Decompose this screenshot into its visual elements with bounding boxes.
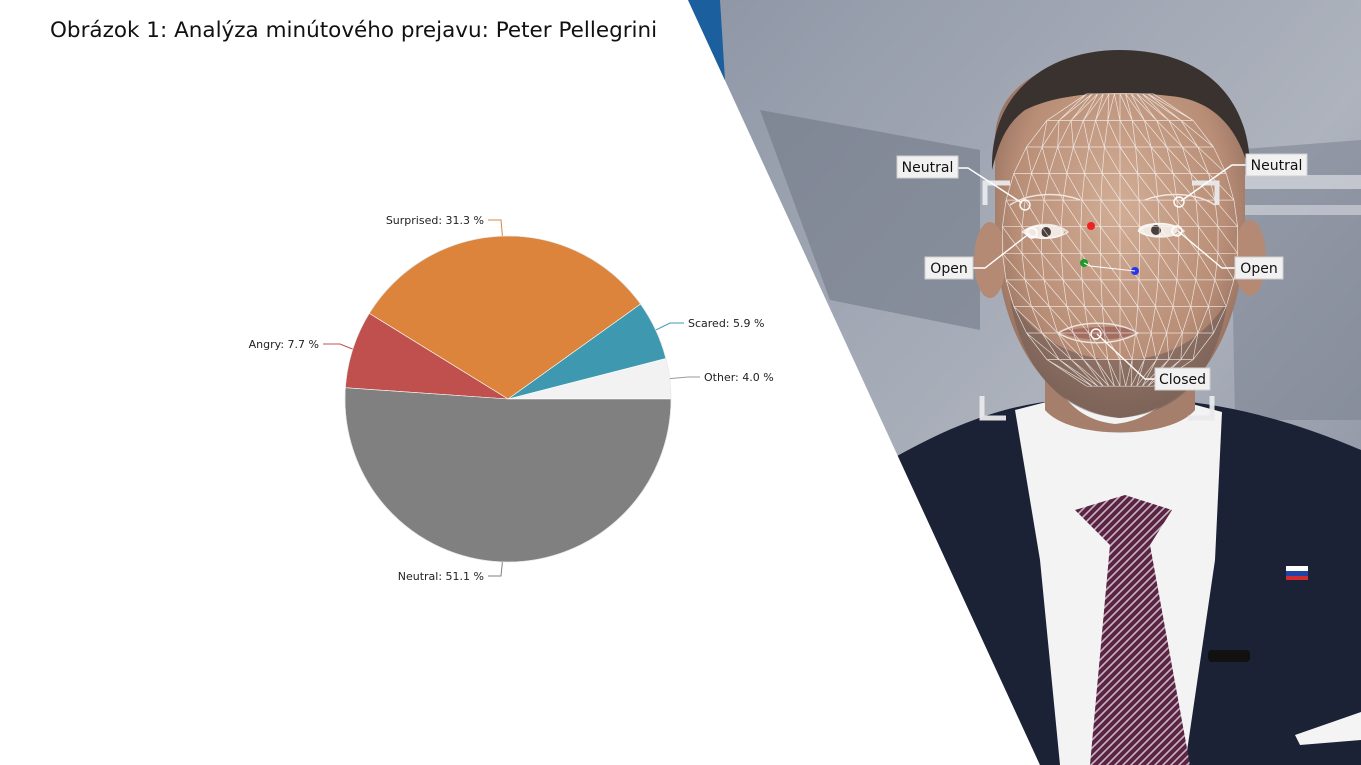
- face-tag-mouth-text: Closed: [1159, 372, 1206, 388]
- pie-leader-surprised: [488, 219, 503, 237]
- pie-label-surprised: Surprised: 31.3 %: [386, 214, 484, 227]
- left-ear: [974, 222, 1006, 298]
- blue-banner: [688, 0, 725, 80]
- pie-label-other: Other: 4.0 %: [704, 371, 774, 384]
- figure-caption: Obrázok 1: Analýza minútového prejavu: P…: [50, 18, 658, 43]
- face-mesh-contour: [1009, 193, 1081, 206]
- target-mouth: [1090, 328, 1102, 340]
- callout-right-brow: [1180, 164, 1248, 202]
- pie-leader-neutral: [488, 561, 503, 577]
- pie-leader-angry: [323, 343, 353, 350]
- flag-pin-blue: [1286, 571, 1308, 576]
- face-mesh-contour: [1057, 322, 1140, 344]
- pie-label-angry: Angry: 7.7 %: [249, 338, 319, 351]
- face-tag-right-eye-text: Open: [1240, 261, 1277, 277]
- pie-outline: [344, 235, 672, 563]
- frame-corner-br: [1188, 396, 1215, 421]
- callout-left-brow: [955, 167, 1023, 204]
- face-tag-right-eye: Open: [1234, 256, 1284, 280]
- face-mesh-contour: [1137, 222, 1186, 238]
- right-pupil: [1151, 225, 1161, 235]
- tag-callouts: [955, 164, 1248, 380]
- frame-corner-tl: [982, 180, 1010, 205]
- hair: [991, 50, 1251, 175]
- face-tag-mouth: Closed: [1154, 367, 1211, 391]
- face-tag-left-brow-text: Neutral: [902, 160, 954, 176]
- target-right-brow: [1173, 196, 1185, 208]
- pie-label-neutral: Neutral: 51.1 %: [398, 570, 484, 583]
- target-right-eye: [1171, 225, 1183, 237]
- face-tag-left-eye-text: Open: [930, 261, 967, 277]
- target-left-eye: [1026, 227, 1038, 239]
- face-tag-right-brow-text: Neutral: [1251, 158, 1303, 174]
- pocket-square: [1295, 712, 1361, 745]
- face-tag-left-brow: Neutral: [896, 155, 959, 179]
- callout-mouth: [1096, 333, 1157, 380]
- face-mesh-lines: [1002, 93, 1238, 387]
- pie-leader-other: [669, 376, 700, 380]
- callout-left-eye: [973, 232, 1031, 269]
- face-tag-left-eye: Open: [924, 256, 974, 280]
- neck: [1045, 360, 1195, 433]
- callout-right-eye: [1177, 230, 1235, 269]
- pie-label-scared: Scared: 5.9 %: [688, 317, 764, 330]
- backdrop-stripe: [1240, 175, 1361, 189]
- flag-pin-red: [1286, 576, 1308, 580]
- target-left-brow: [1019, 199, 1031, 211]
- face-mesh-overlay: [1002, 93, 1238, 387]
- frame-corner-bl: [979, 396, 1006, 421]
- tie: [1075, 495, 1190, 765]
- face-mesh-contour: [1144, 193, 1216, 206]
- backdrop-stripe: [1240, 205, 1361, 215]
- key-point-link: [1083, 262, 1136, 272]
- face-tag-right-brow: Neutral: [1245, 153, 1308, 177]
- lapel-microphone: [1208, 650, 1250, 662]
- frame-corner-tr: [1192, 180, 1220, 205]
- photo-content: [688, 0, 1361, 765]
- key-point-red: [1087, 222, 1095, 230]
- face-detection-frame: [979, 180, 1220, 421]
- pie-leader-scared: [655, 322, 684, 331]
